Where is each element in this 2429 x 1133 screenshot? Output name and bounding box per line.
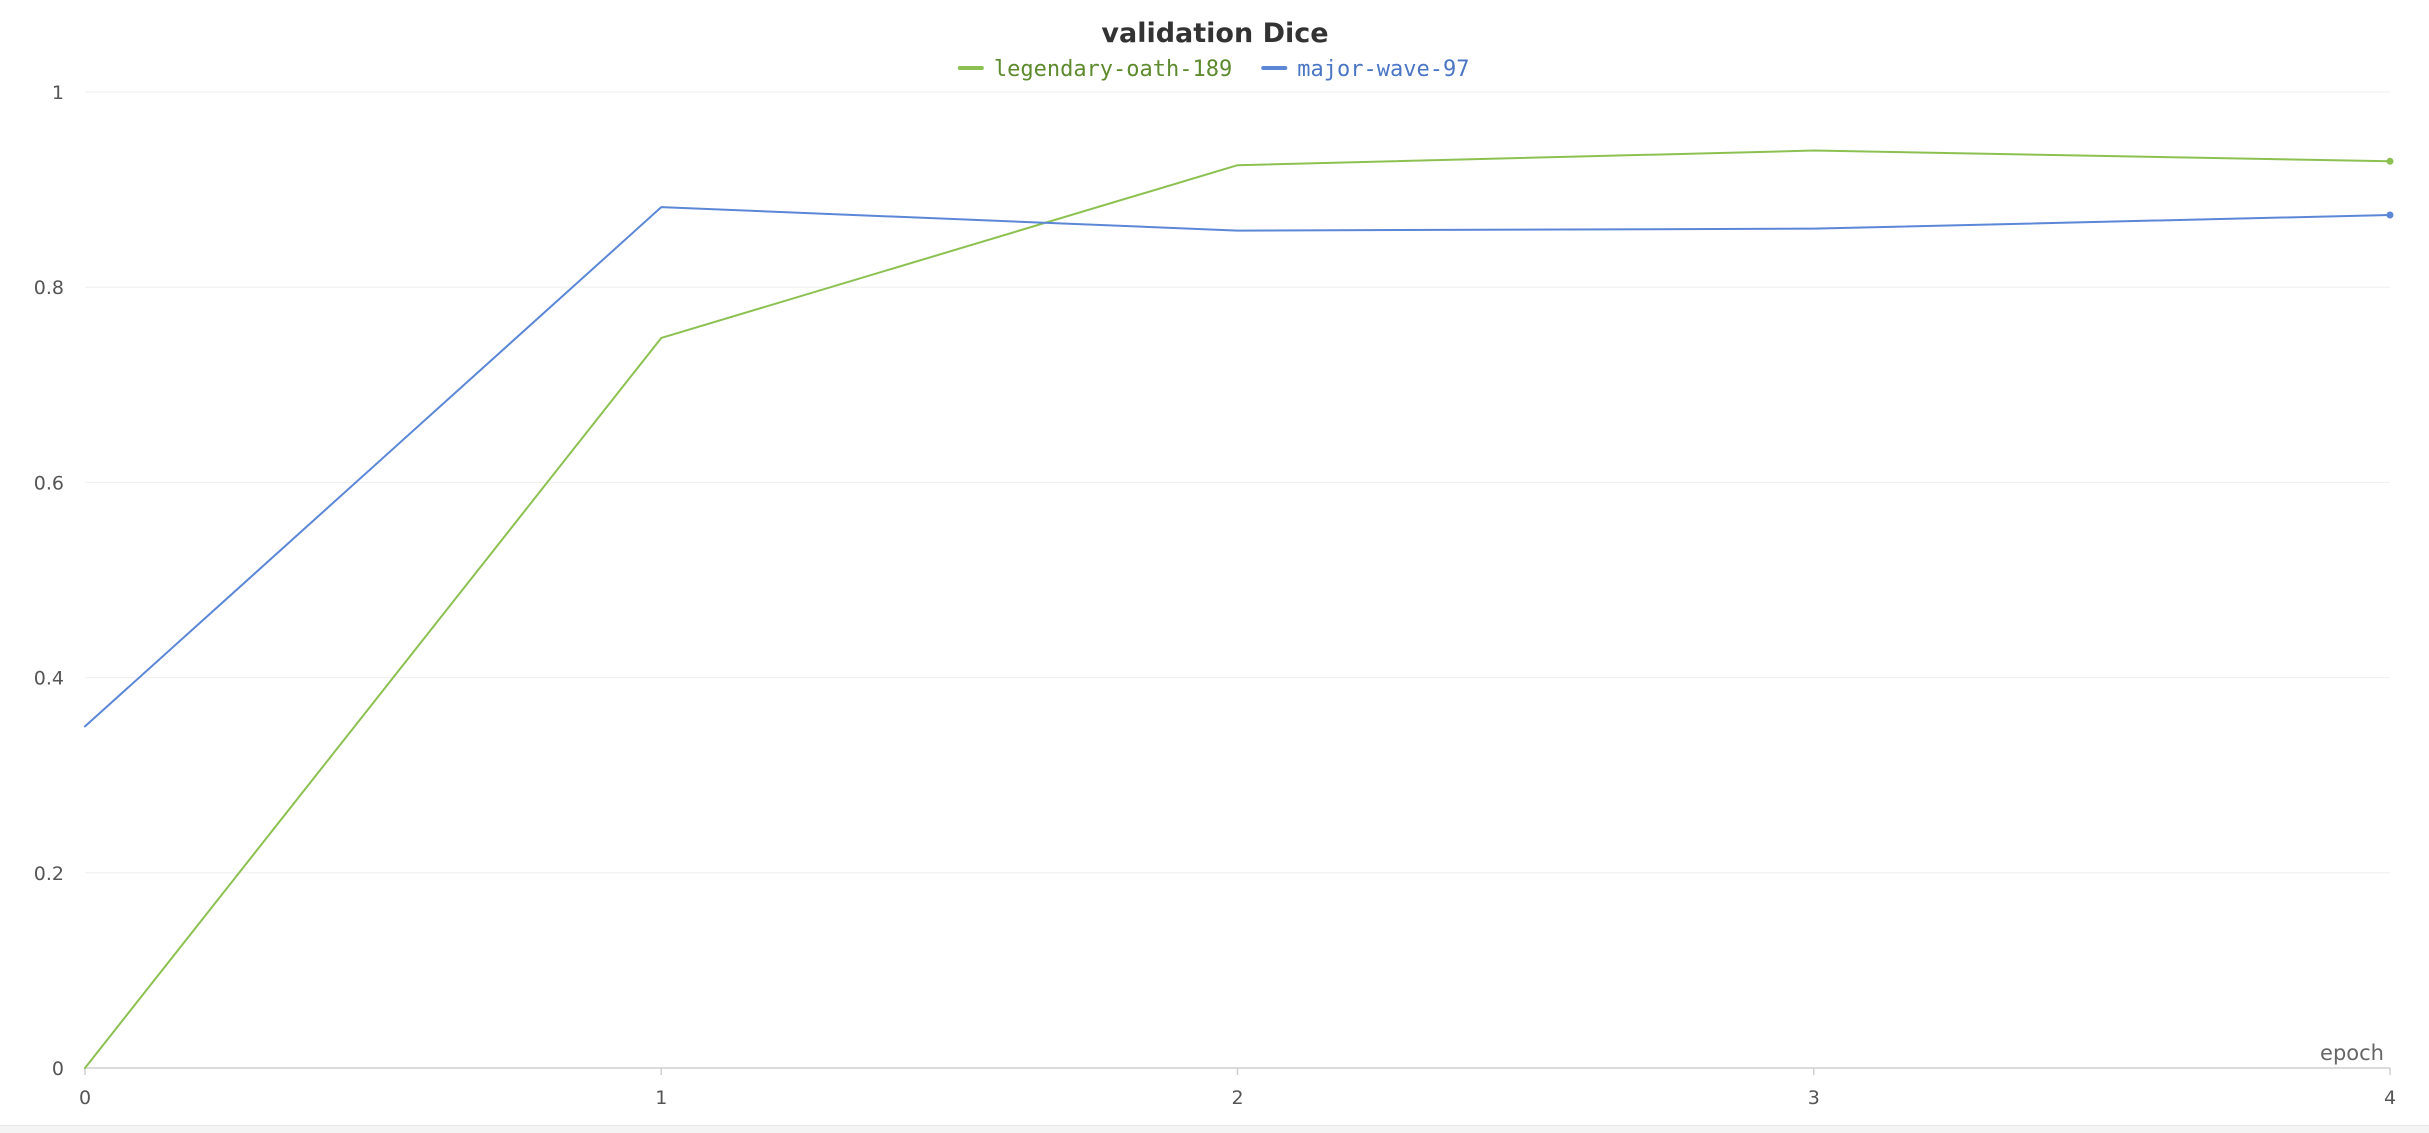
series-line-major-wave-97 [84,206,2391,728]
panel-bottom-border [0,1125,2429,1133]
chart-title: validation Dice [1101,18,1328,49]
legend-item: major-wave-97 [1261,57,1469,82]
x-tick-label: 0 [79,1087,91,1109]
legend-label: legendary-oath-189 [994,57,1232,82]
chart-axes: 0 0.2 0.4 0.6 0.8 1 0 1 2 3 4 [34,82,2396,1109]
chart-legend: legendary-oath-189 major-wave-97 [957,57,1469,82]
series-line-legendary-oath-189 [84,149,2391,1069]
legend-label: major-wave-97 [1297,57,1469,82]
x-axis-title: epoch [2320,1041,2384,1065]
y-tick-label: 0 [52,1058,64,1080]
y-tick-label: 0.4 [34,668,64,690]
series-endpoint-major-wave-97 [2386,211,2394,219]
y-tick-label: 0.6 [34,472,64,494]
x-tick-label: 1 [655,1087,667,1109]
chart-grid [85,91,2390,874]
series-endpoint-legendary-oath-189 [2386,157,2394,165]
y-tick-label: 0.8 [34,277,64,299]
y-tick-label: 1 [52,82,64,104]
x-tick-label: 3 [1808,1087,1820,1109]
chart-series [84,149,2394,1069]
legend-item: legendary-oath-189 [957,57,1232,82]
x-tick-label: 2 [1231,1087,1243,1109]
x-tick-label: 4 [2384,1087,2396,1109]
y-tick-label: 0.2 [34,863,64,885]
